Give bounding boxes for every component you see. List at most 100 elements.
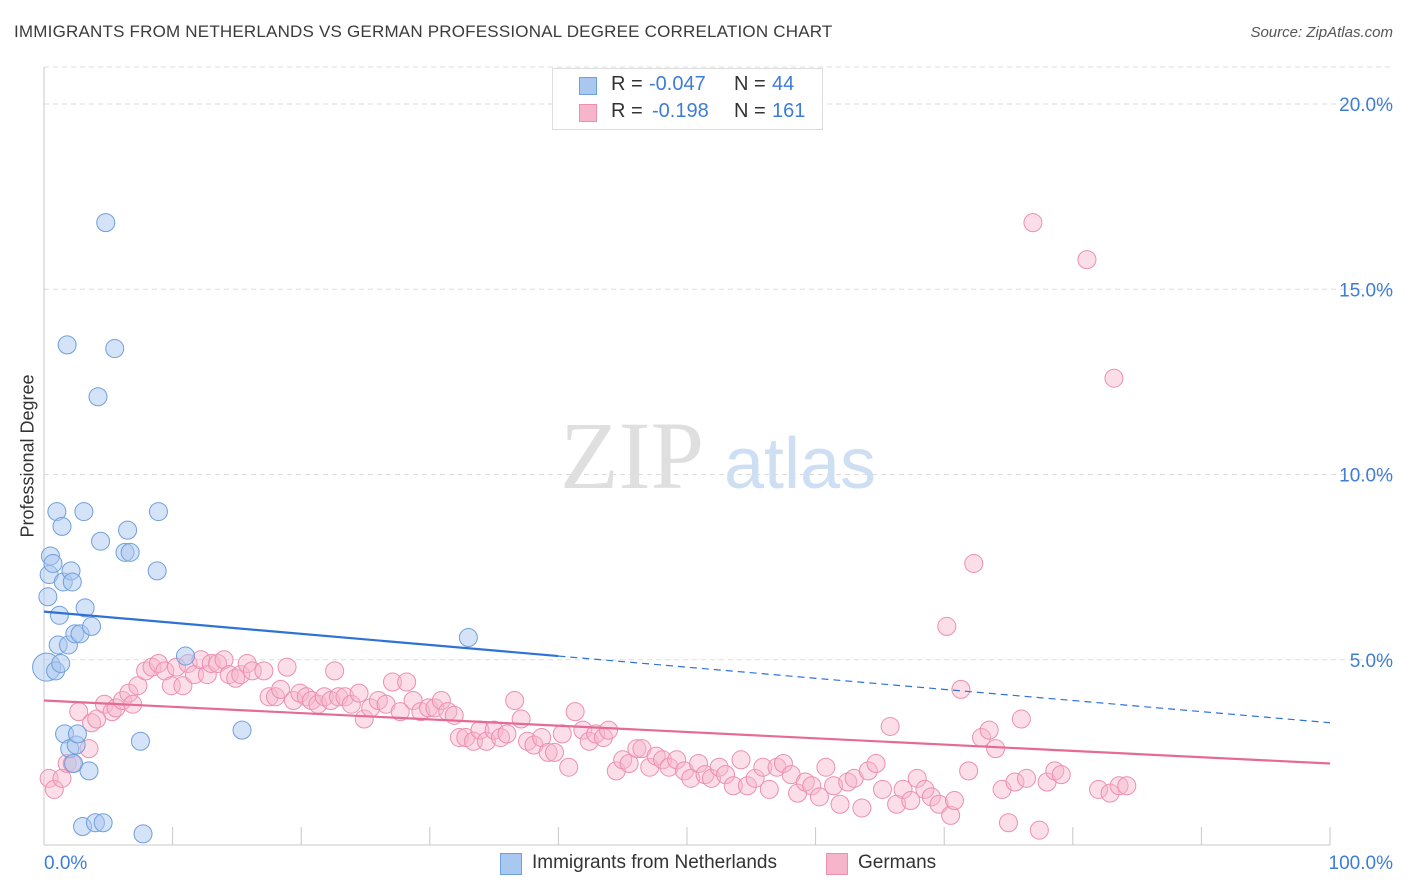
germans-point: [208, 653, 228, 673]
watermark-zip: ZIP: [560, 402, 704, 509]
netherlands-point: [38, 587, 58, 607]
netherlands-point: [67, 724, 87, 744]
germans-point: [254, 661, 274, 681]
germans-point: [148, 653, 168, 673]
germans-point: [737, 776, 757, 796]
germans-point: [959, 761, 979, 781]
stats-row-germans: R = -0.198 N = 161: [553, 100, 822, 128]
netherlands-point: [105, 339, 125, 359]
netherlands-point: [88, 387, 108, 407]
germans-point: [565, 702, 585, 722]
germans-point: [142, 657, 162, 677]
germans-point: [858, 761, 878, 781]
germans-point: [579, 731, 599, 751]
germans-point: [964, 553, 984, 573]
germans-point: [491, 728, 511, 748]
stats-row-netherlands: R = -0.047 N = 44: [553, 73, 822, 101]
germans-point: [689, 753, 709, 773]
germans-point: [1077, 250, 1097, 270]
y-tick-label-5: 5.0%: [1350, 651, 1393, 672]
netherlands-point: [133, 824, 153, 844]
germans-point: [681, 768, 701, 788]
n-value: 161: [772, 100, 806, 122]
germans-point: [52, 768, 72, 788]
germans-point: [325, 661, 345, 681]
y-tick-label-10: 10.0%: [1339, 466, 1393, 487]
germans-point: [838, 772, 858, 792]
netherlands-swatch-icon: [579, 77, 597, 95]
germans-point: [1104, 368, 1124, 388]
correlation-stats-box: R = -0.047 N = 44 R = -0.198 N = 161: [552, 68, 823, 130]
germans-point: [231, 665, 251, 685]
germans-point: [613, 750, 633, 770]
germans-point: [893, 779, 913, 799]
tick-labels: 0.0% 100.0% 5.0% 10.0% 15.0% 20.0%: [44, 95, 1393, 874]
netherlands-point: [147, 561, 167, 581]
netherlands-point: [57, 335, 77, 355]
germans-point: [773, 753, 793, 773]
netherlands-point: [74, 502, 94, 522]
germans-point: [128, 676, 148, 696]
germans-point: [484, 720, 504, 740]
germans-point: [653, 750, 673, 770]
germans-point: [354, 709, 374, 729]
germans-point: [944, 791, 964, 811]
trend-lines: [43, 610, 1331, 765]
germans-point: [809, 787, 829, 807]
netherlands-point: [148, 502, 168, 522]
germans-point: [161, 676, 181, 696]
legend-swatch-icon: [500, 853, 522, 875]
germans-point: [538, 742, 558, 762]
y-tick-label-20: 20.0%: [1339, 95, 1393, 116]
germans-point: [390, 702, 410, 722]
germans-point: [301, 691, 321, 711]
netherlands-point: [64, 753, 84, 773]
germans-point: [667, 750, 687, 770]
germans-point: [753, 757, 773, 777]
germans-point: [1117, 776, 1137, 796]
germans-point: [173, 676, 193, 696]
x-tick-label-min: 0.0%: [44, 853, 87, 874]
germans-point: [880, 716, 900, 736]
germans-point: [646, 746, 666, 766]
germans-point: [349, 683, 369, 703]
germans-point: [1011, 709, 1031, 729]
germans-point: [383, 672, 403, 692]
netherlands-point: [79, 761, 99, 781]
germans-point: [44, 779, 64, 799]
germans-point: [559, 757, 579, 777]
legend-label: Immigrants from Netherlands: [532, 852, 777, 873]
germans-point: [1029, 820, 1049, 840]
germans-point: [518, 731, 538, 751]
germans-point: [731, 750, 751, 770]
germans-point: [403, 691, 423, 711]
germans-point: [852, 798, 872, 818]
germans-point: [872, 779, 892, 799]
germans-point: [659, 757, 679, 777]
germans-point: [1005, 772, 1025, 792]
germans-point: [201, 653, 221, 673]
germans-point: [1109, 776, 1129, 796]
germans-point: [1051, 765, 1071, 785]
germans-point: [259, 687, 279, 707]
germans-point: [87, 709, 107, 729]
germans-point: [795, 772, 815, 792]
germans-point: [290, 683, 310, 703]
germans-point: [951, 679, 971, 699]
chart-title: IMMIGRANTS FROM NETHERLANDS VS GERMAN PR…: [14, 22, 833, 41]
germans-point: [745, 768, 765, 788]
germans-point: [979, 720, 999, 740]
netherlands-point: [91, 531, 111, 551]
netherlands-trend-line-extension: [558, 655, 1331, 724]
germans-point: [219, 665, 239, 685]
gridlines: [44, 66, 1393, 661]
watermark: ZIP atlas: [560, 402, 876, 509]
germans-point: [999, 813, 1018, 833]
r-value: -0.047: [649, 73, 706, 95]
germans-point: [425, 698, 445, 718]
germans-point: [907, 768, 927, 788]
germans-point: [552, 724, 572, 744]
germans-point: [545, 742, 565, 762]
germans-point: [921, 787, 941, 807]
germans-point: [824, 776, 844, 796]
